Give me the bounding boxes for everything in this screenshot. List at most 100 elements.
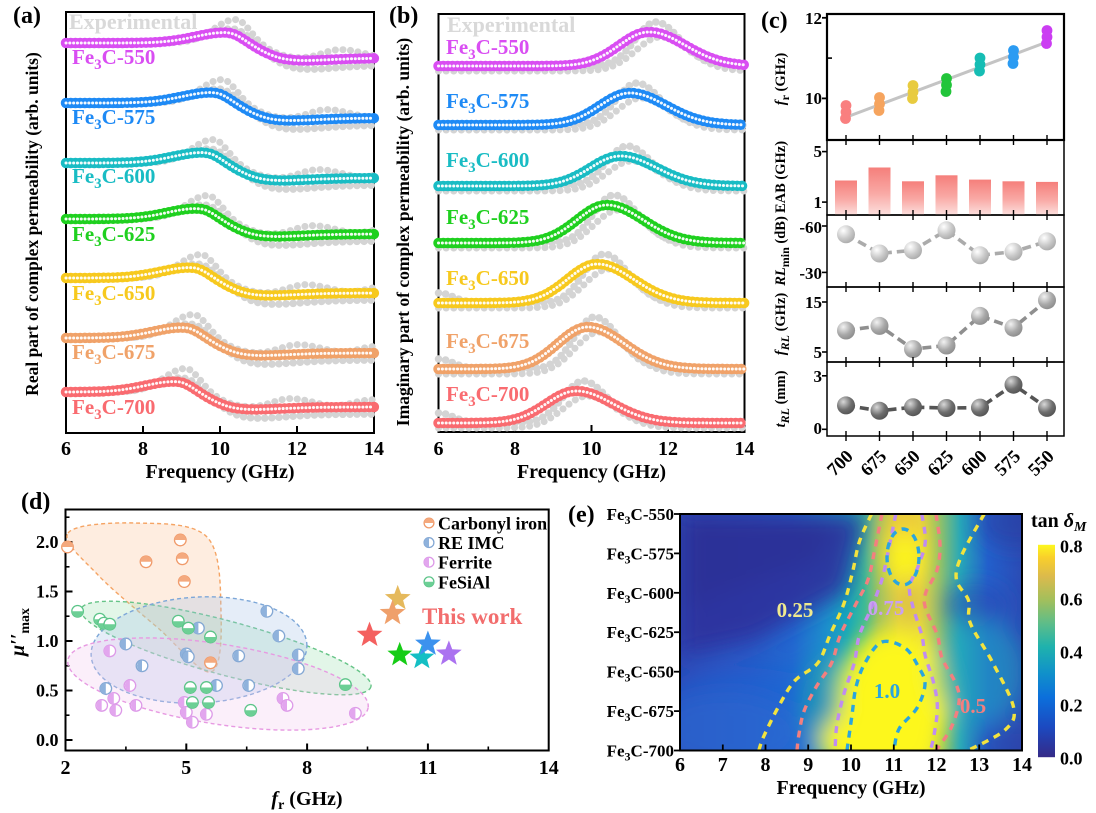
- svg-text:5: 5: [814, 343, 823, 362]
- svg-text:1.0: 1.0: [874, 679, 900, 703]
- svg-text:12: 12: [805, 9, 822, 28]
- svg-text:Fe3C-675: Fe3C-675: [607, 702, 674, 724]
- svg-text:0.4: 0.4: [1060, 643, 1083, 663]
- svg-text:Fe3C-700: Fe3C-700: [607, 742, 674, 764]
- svg-text:1.0: 1.0: [36, 631, 59, 651]
- svg-text:2: 2: [61, 757, 71, 779]
- svg-text:10: 10: [582, 438, 602, 460]
- svg-text:FeSiAl: FeSiAl: [438, 572, 490, 592]
- svg-text:0.0: 0.0: [1060, 749, 1083, 769]
- svg-text:10: 10: [210, 438, 230, 460]
- svg-text:12: 12: [658, 438, 678, 460]
- svg-text:-30: -30: [799, 264, 822, 283]
- svg-text:0.75: 0.75: [868, 596, 905, 620]
- svg-text:5: 5: [181, 757, 191, 779]
- svg-text:14: 14: [1012, 754, 1032, 776]
- svg-text:(d): (d): [21, 489, 50, 515]
- svg-text:14: 14: [364, 438, 384, 460]
- svg-text:EAB (GHz): EAB (GHz): [773, 141, 789, 213]
- svg-text:Fe3C-675: Fe3C-675: [72, 340, 155, 368]
- svg-text:0: 0: [814, 419, 823, 438]
- svg-text:7: 7: [718, 754, 728, 776]
- svg-text:Fe3C-550: Fe3C-550: [446, 35, 529, 63]
- svg-text:650: 650: [891, 447, 925, 481]
- svg-text:9: 9: [803, 754, 813, 776]
- svg-text:0.0: 0.0: [36, 730, 59, 750]
- svg-text:-60: -60: [799, 218, 822, 237]
- svg-text:6: 6: [61, 438, 71, 460]
- svg-text:Fe3C-625: Fe3C-625: [607, 623, 674, 645]
- svg-text:8: 8: [510, 438, 520, 460]
- svg-text:Fe3C-600: Fe3C-600: [446, 148, 529, 176]
- svg-text:Fe3C-700: Fe3C-700: [72, 395, 155, 423]
- svg-text:0.5: 0.5: [36, 681, 59, 701]
- svg-text:Frequency (GHz): Frequency (GHz): [776, 777, 925, 799]
- svg-text:15: 15: [805, 293, 822, 312]
- svg-text:Fe3C-575: Fe3C-575: [72, 105, 155, 133]
- svg-text:675: 675: [857, 447, 891, 481]
- svg-text:tan δM: tan δM: [1031, 510, 1087, 535]
- svg-text:μ′′max: μ′′max: [7, 608, 33, 657]
- svg-text:600: 600: [958, 447, 992, 481]
- svg-text:Frequency (GHz): Frequency (GHz): [145, 461, 294, 483]
- svg-text:12: 12: [287, 438, 307, 460]
- svg-text:tRL (mm): tRL (mm): [773, 370, 792, 427]
- svg-text:10: 10: [805, 89, 822, 108]
- svg-text:Fe3C-700: Fe3C-700: [446, 382, 529, 410]
- svg-text:RE IMC: RE IMC: [438, 533, 505, 553]
- svg-text:1: 1: [814, 193, 823, 212]
- svg-text:8: 8: [138, 438, 148, 460]
- svg-text:12: 12: [927, 754, 947, 776]
- svg-text:Fe3C-550: Fe3C-550: [72, 45, 155, 73]
- svg-text:(c): (c): [761, 8, 788, 34]
- svg-text:550: 550: [1025, 447, 1059, 481]
- svg-text:Fe3C-650: Fe3C-650: [72, 281, 155, 309]
- svg-text:Fe3C-650: Fe3C-650: [446, 266, 529, 294]
- svg-text:fRL (GHz): fRL (GHz): [773, 293, 792, 356]
- svg-text:Real part of complex permeabil: Real part of complex permeability (arb. …: [22, 52, 42, 396]
- svg-text:0.8: 0.8: [1060, 536, 1083, 556]
- svg-text:700: 700: [824, 447, 858, 481]
- svg-text:This work: This work: [422, 604, 523, 629]
- svg-text:Frequency (GHz): Frequency (GHz): [517, 461, 666, 483]
- svg-text:Fe3C-575: Fe3C-575: [607, 544, 674, 566]
- svg-text:6: 6: [434, 438, 444, 460]
- svg-text:14: 14: [539, 757, 559, 779]
- svg-text:(a): (a): [13, 3, 41, 29]
- svg-text:8: 8: [761, 754, 771, 776]
- svg-text:0.2: 0.2: [1060, 696, 1083, 716]
- svg-text:Fe3C-575: Fe3C-575: [446, 89, 529, 117]
- svg-text:Fe3C-675: Fe3C-675: [446, 329, 529, 357]
- svg-text:Fe3C-625: Fe3C-625: [446, 205, 529, 233]
- svg-text:Imaginary part of complex perm: Imaginary part of complex permeability (…: [393, 38, 413, 427]
- svg-text:fr (GHz): fr (GHz): [773, 53, 792, 106]
- svg-text:2.0: 2.0: [36, 532, 59, 552]
- svg-text:3: 3: [814, 367, 823, 386]
- svg-text:0.6: 0.6: [1060, 589, 1083, 609]
- svg-text:5: 5: [814, 142, 823, 161]
- svg-text:(e): (e): [568, 502, 595, 528]
- svg-text:Experimental: Experimental: [447, 12, 575, 37]
- svg-text:Fe3C-600: Fe3C-600: [72, 164, 155, 192]
- svg-text:Fe3C-650: Fe3C-650: [607, 663, 674, 685]
- svg-text:625: 625: [924, 447, 958, 481]
- svg-text:0.5: 0.5: [960, 694, 986, 718]
- svg-text:Experimental: Experimental: [69, 9, 197, 34]
- svg-text:8: 8: [302, 757, 312, 779]
- svg-text:Ferrite: Ferrite: [438, 553, 492, 573]
- svg-text:11: 11: [418, 757, 437, 779]
- svg-text:fr (GHz): fr (GHz): [271, 788, 342, 813]
- svg-text:1.5: 1.5: [36, 582, 59, 602]
- svg-text:(b): (b): [389, 3, 418, 29]
- svg-text:Fe3C-625: Fe3C-625: [72, 222, 155, 250]
- svg-text:Fe3C-600: Fe3C-600: [607, 584, 674, 606]
- svg-text:11: 11: [884, 754, 903, 776]
- svg-text:Carbonyl iron: Carbonyl iron: [438, 514, 547, 534]
- svg-text:Fe3C-550: Fe3C-550: [607, 505, 674, 527]
- svg-text:6: 6: [675, 754, 685, 776]
- svg-text:0.25: 0.25: [777, 598, 814, 622]
- svg-text:14: 14: [735, 438, 755, 460]
- svg-text:575: 575: [991, 447, 1025, 481]
- svg-text:13: 13: [969, 754, 989, 776]
- svg-text:RLmin (dB): RLmin (dB): [773, 216, 792, 287]
